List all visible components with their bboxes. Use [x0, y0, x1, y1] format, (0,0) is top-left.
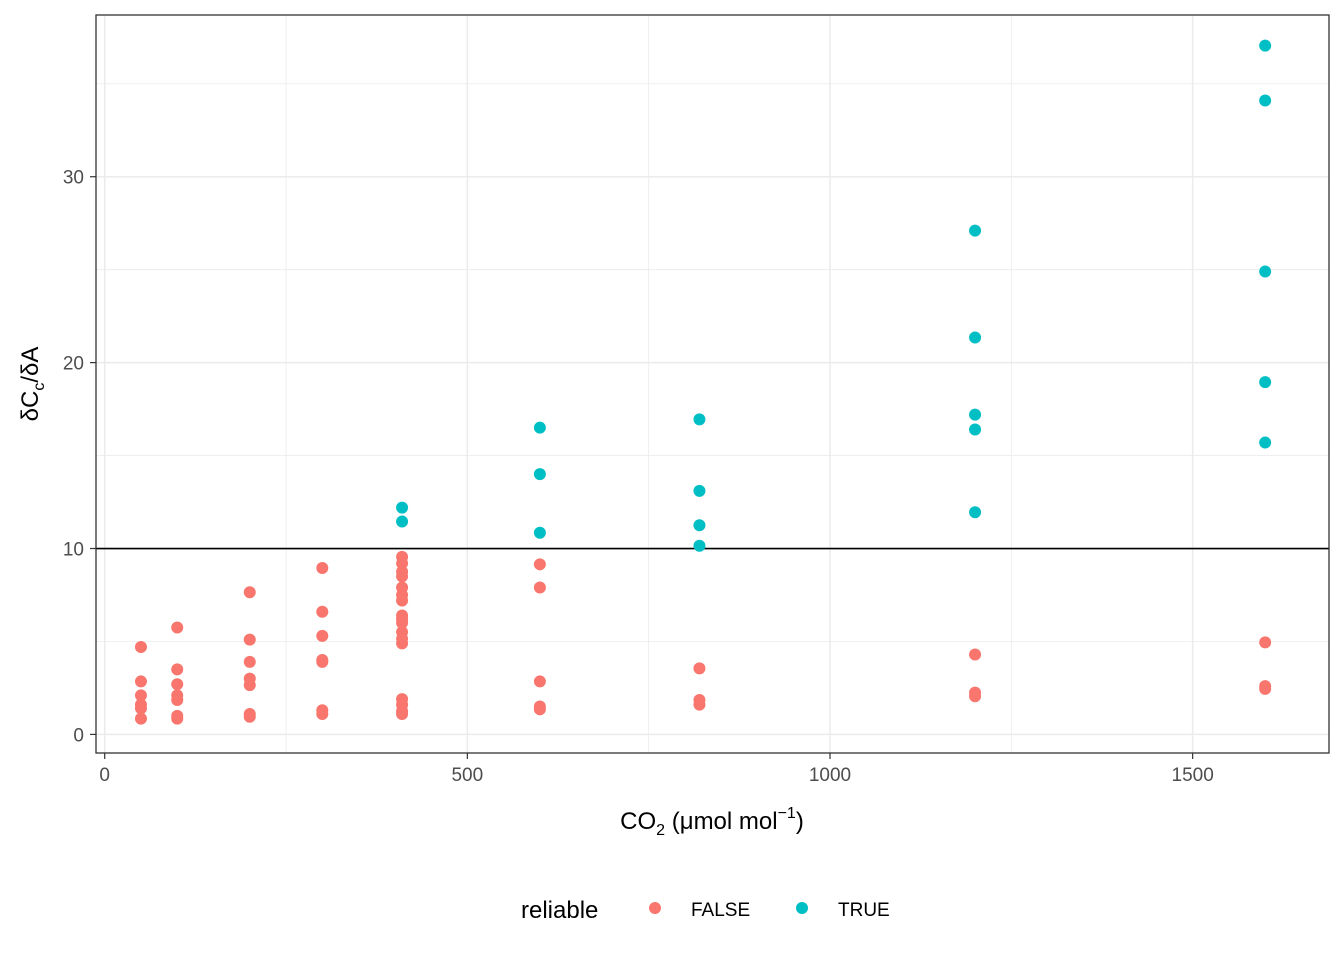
point-false [243, 633, 256, 646]
point-false [134, 675, 147, 688]
point-false [533, 581, 546, 594]
point-true [533, 421, 546, 434]
point-false [134, 641, 147, 654]
point-false [396, 616, 409, 629]
series-false [134, 550, 1272, 725]
point-false [243, 655, 256, 668]
x-tick-label: 500 [451, 765, 483, 786]
panel-border [95, 14, 1330, 754]
x-tick-label: 0 [99, 765, 110, 786]
point-true [533, 468, 546, 481]
point-false [134, 712, 147, 725]
point-false [969, 690, 982, 703]
legend-item-false: FALSE [649, 900, 750, 921]
point-true [969, 506, 982, 519]
x-axis: 0 500 1000 1500 [99, 753, 1214, 786]
y-tick-label: 10 [63, 540, 84, 561]
point-true [693, 519, 706, 532]
point-false [316, 629, 329, 642]
series-true [396, 39, 1272, 552]
point-true [693, 539, 706, 552]
point-true [969, 423, 982, 436]
point-true [1259, 265, 1272, 278]
legend: reliable FALSE TRUE [521, 897, 890, 924]
point-true [396, 501, 409, 514]
point-true [396, 515, 409, 528]
point-false [134, 689, 147, 702]
point-true [969, 331, 982, 344]
point-false [396, 557, 409, 570]
point-true [969, 408, 982, 421]
panel-background [96, 15, 1329, 753]
point-true [533, 526, 546, 539]
point-false [969, 648, 982, 661]
point-false [134, 702, 147, 715]
x-axis-title: CO2 (μmol mol−1) [620, 805, 804, 839]
point-false [316, 655, 329, 668]
legend-key-true [796, 902, 808, 914]
x-tick-label: 1000 [809, 765, 851, 786]
plot-panel [95, 14, 1330, 754]
point-false [533, 675, 546, 688]
point-false [171, 663, 184, 676]
point-false [693, 662, 706, 675]
point-true [969, 224, 982, 237]
point-false [316, 707, 329, 720]
point-true [693, 413, 706, 426]
legend-label-false: FALSE [691, 900, 750, 921]
legend-title: reliable [521, 897, 598, 924]
data-points [134, 39, 1272, 725]
legend-key-false [649, 902, 661, 914]
point-false [1259, 682, 1272, 695]
point-false [396, 707, 409, 720]
x-tick-label: 1500 [1172, 765, 1214, 786]
point-false [171, 678, 184, 691]
point-false [396, 637, 409, 650]
legend-label-true: TRUE [838, 900, 890, 921]
point-true [1259, 39, 1272, 52]
point-false [693, 698, 706, 711]
y-tick-label: 0 [73, 725, 84, 746]
point-false [533, 558, 546, 571]
y-axis: 0 10 20 30 [63, 168, 96, 746]
point-false [396, 594, 409, 607]
y-tick-label: 20 [63, 354, 84, 375]
point-true [693, 484, 706, 497]
point-false [243, 710, 256, 723]
point-true [1259, 376, 1272, 389]
point-false [171, 712, 184, 725]
point-false [533, 703, 546, 716]
point-false [171, 621, 184, 634]
minor-gridlines [96, 15, 1329, 753]
point-false [243, 679, 256, 692]
point-true [1259, 94, 1272, 107]
point-false [396, 570, 409, 583]
point-true [1259, 436, 1272, 449]
point-false [171, 694, 184, 707]
point-false [316, 605, 329, 618]
y-axis-title: δCc/δA [17, 347, 48, 422]
point-false [316, 562, 329, 575]
point-false [1259, 636, 1272, 649]
y-tick-label: 30 [63, 168, 84, 189]
point-false [243, 586, 256, 599]
legend-item-true: TRUE [796, 900, 890, 921]
